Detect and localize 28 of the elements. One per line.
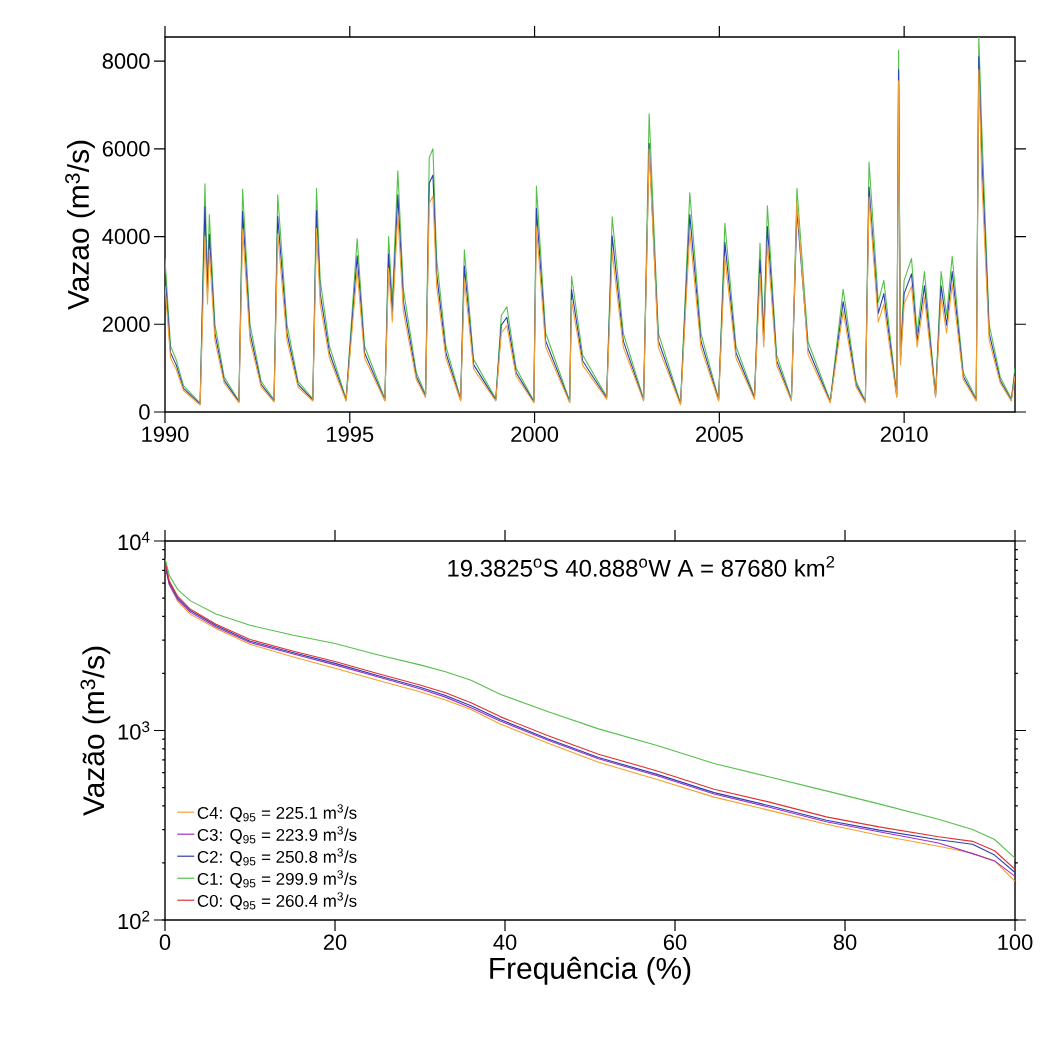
x-tick-label: 100 [998, 934, 1033, 951]
y-tick-label: 10$^{4}$ [118, 531, 150, 551]
legend-label: C3: Q$_{95}$ = 223.9 m$^{3}$/s [197, 826, 357, 844]
y-tick-label: 2000 [102, 316, 150, 333]
legend-label: C1: Q$_{95}$ = 299.9 m$^{3}$/s [197, 870, 357, 888]
y-tick-label: 10$^{3}$ [118, 721, 150, 740]
y-axis-title: Vazão (m$^{3}$/s) [80, 646, 111, 816]
annotation: 19.3825$^{o}$S 40.888$^{o}$W A = 87680 km$^{2}$ [448, 555, 835, 577]
y-tick-label: 4000 [102, 228, 150, 245]
x-tick-label: 2010 [880, 426, 928, 443]
x-tick-label: 1995 [327, 426, 374, 443]
y-tick-label: 10$^{2}$ [118, 910, 150, 930]
y-tick-label: 0 [139, 404, 150, 420]
x-tick-label: 2005 [696, 426, 743, 443]
x-tick-label: 0 [159, 934, 171, 951]
x-tick-label: 1990 [142, 426, 189, 443]
x-tick-label: 2000 [511, 426, 559, 443]
legend-label: C2: Q$_{95}$ = 250.8 m$^{3}$/s [197, 848, 357, 866]
x-tick-label: 60 [663, 934, 687, 951]
x-axis-title: Frequência (%) [490, 956, 691, 985]
y-tick-label: 6000 [102, 141, 150, 157]
x-tick-label: 80 [833, 934, 857, 951]
legend-label: C4: Q$_{95}$ = 225.1 m$^{3}$/s [197, 804, 357, 822]
x-tick-label: 40 [493, 934, 517, 951]
legend-label: C0: Q$_{95}$ = 260.4 m$^{3}$/s [197, 892, 357, 910]
x-tick-label: 20 [323, 934, 347, 951]
y-axis-title: Vazao (m$^{3}$/s) [65, 140, 95, 310]
y-tick-label: 8000 [102, 53, 150, 69]
